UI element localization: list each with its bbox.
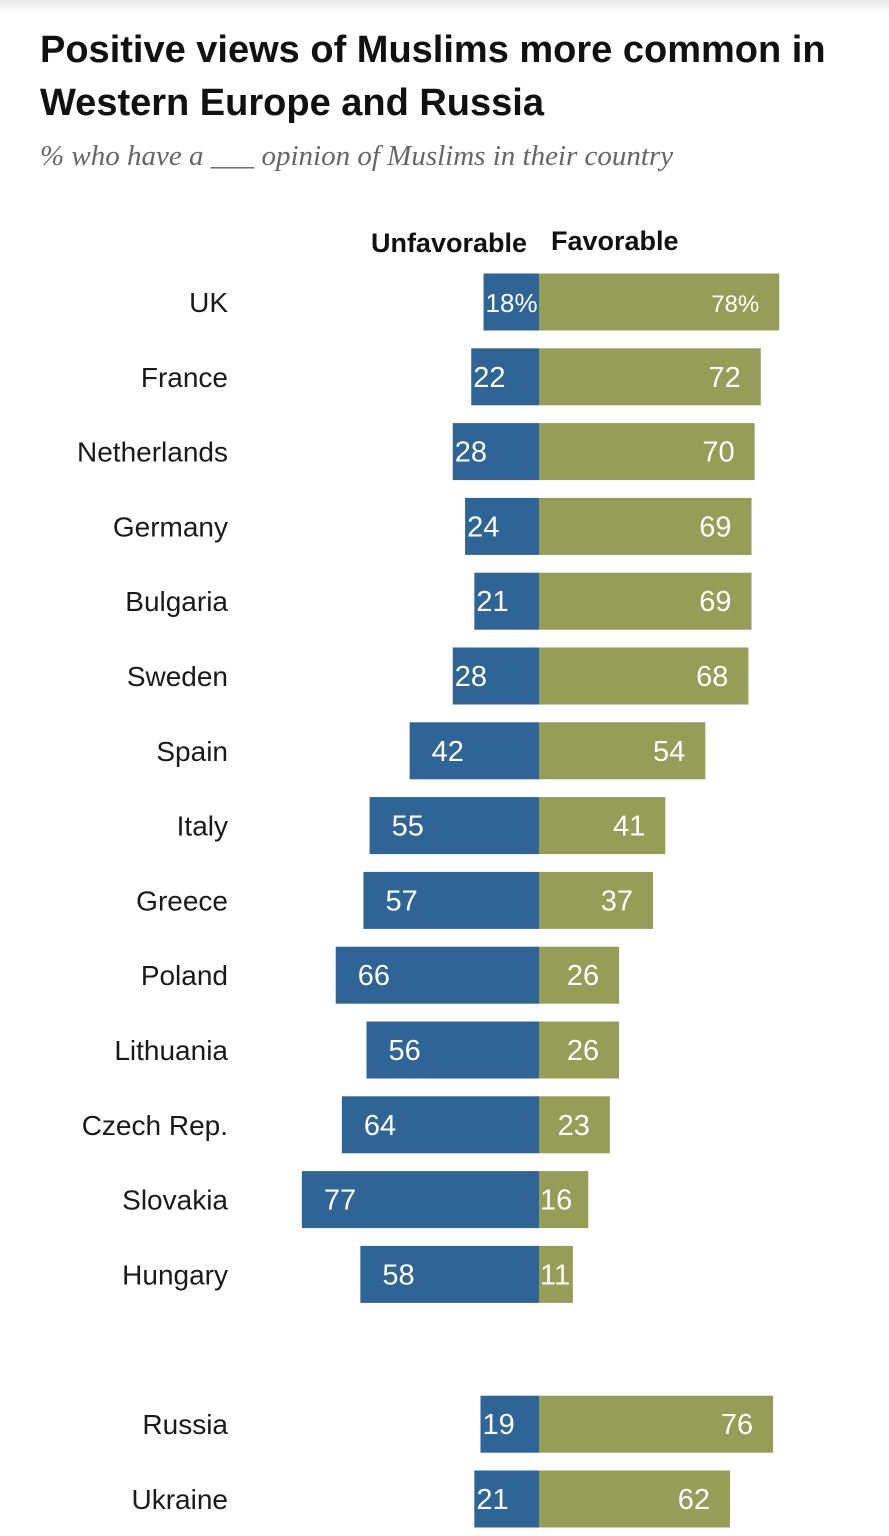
category-label-sweden: Sweden <box>127 661 228 692</box>
bar-unfavorable-netherlands <box>452 423 539 481</box>
bar-unfavorable-slovakia <box>301 1171 539 1229</box>
bar-unfavorable-italy <box>369 797 539 855</box>
value-label-unfavorable-netherlands: 28 <box>455 437 487 469</box>
category-label-uk: UK <box>189 287 228 318</box>
value-label-unfavorable-russia: 19 <box>482 1409 514 1441</box>
category-label-greece: Greece <box>136 885 228 916</box>
bar-unfavorable-uk <box>483 273 539 331</box>
value-label-unfavorable-spain: 42 <box>432 736 464 768</box>
value-label-unfavorable-bulgaria: 21 <box>476 586 508 618</box>
bar-favorable-hungary <box>539 1245 573 1303</box>
legend-unfavorable: Unfavorable <box>371 228 527 258</box>
legend-favorable: Favorable <box>551 226 679 256</box>
bar-favorable-germany <box>539 497 752 555</box>
value-label-favorable-spain: 54 <box>653 736 685 768</box>
category-label-spain: Spain <box>156 736 228 767</box>
category-label-czech-rep: Czech Rep. <box>82 1110 228 1141</box>
category-label-netherlands: Netherlands <box>77 437 228 468</box>
bar-favorable-netherlands <box>539 423 755 481</box>
bar-unfavorable-sweden <box>452 647 539 705</box>
value-label-favorable-hungary: 11 <box>540 1259 570 1291</box>
bar-unfavorable-hungary <box>360 1245 539 1303</box>
category-label-france: France <box>141 362 228 393</box>
value-label-unfavorable-france: 22 <box>473 362 505 394</box>
bar-favorable-czech-rep <box>539 1096 610 1154</box>
bar-favorable-france <box>539 348 761 406</box>
category-label-lithuania: Lithuania <box>114 1035 228 1066</box>
value-label-favorable-lithuania: 26 <box>567 1035 599 1067</box>
value-label-unfavorable-poland: 66 <box>358 960 390 992</box>
bar-unfavorable-czech-rep <box>341 1096 539 1154</box>
bar-favorable-italy <box>539 797 666 855</box>
category-label-hungary: Hungary <box>122 1259 228 1290</box>
value-label-favorable-sweden: 68 <box>696 661 728 693</box>
value-label-favorable-russia: 76 <box>721 1409 753 1441</box>
chart-subtitle: % who have a ___ opinion of Muslims in t… <box>40 140 674 172</box>
value-label-unfavorable-sweden: 28 <box>455 661 487 693</box>
category-label-poland: Poland <box>141 960 228 991</box>
value-label-favorable-ukraine: 62 <box>678 1484 710 1516</box>
bar-unfavorable-bulgaria <box>474 572 539 630</box>
bar-favorable-russia <box>539 1395 774 1453</box>
bar-unfavorable-greece <box>363 871 539 929</box>
value-label-favorable-france: 72 <box>708 362 740 394</box>
category-label-russia: Russia <box>142 1409 228 1440</box>
value-label-favorable-poland: 26 <box>567 960 599 992</box>
bar-unfavorable-ukraine <box>474 1470 539 1528</box>
bar-favorable-uk <box>539 273 780 331</box>
value-label-favorable-uk: 78% <box>711 291 759 318</box>
diverging-bar-chart: Unfavorable Favorable UK 18% 78% France 22 72 Ne… <box>77 226 780 1528</box>
value-label-unfavorable-germany: 24 <box>467 511 499 543</box>
value-label-favorable-netherlands: 70 <box>702 437 734 469</box>
value-label-unfavorable-greece: 57 <box>385 885 417 917</box>
bar-unfavorable-poland <box>335 946 539 1004</box>
chart-title: Positive views of Muslims more common in… <box>40 29 826 124</box>
bar-unfavorable-lithuania <box>366 1021 539 1079</box>
value-label-favorable-greece: 37 <box>601 885 633 917</box>
value-label-favorable-italy: 41 <box>613 811 645 843</box>
bar-favorable-poland <box>539 946 620 1004</box>
bar-favorable-lithuania <box>539 1021 620 1079</box>
bar-unfavorable-russia <box>480 1395 539 1453</box>
value-label-unfavorable-uk: 18% <box>486 288 538 318</box>
category-label-bulgaria: Bulgaria <box>125 586 228 617</box>
value-label-unfavorable-lithuania: 56 <box>389 1035 421 1067</box>
bar-unfavorable-france <box>471 348 539 406</box>
bar-favorable-spain <box>539 722 706 780</box>
value-label-unfavorable-czech-rep: 64 <box>364 1110 396 1142</box>
bar-unfavorable-spain <box>409 722 539 780</box>
bar-favorable-ukraine <box>539 1470 730 1528</box>
bar-favorable-bulgaria <box>539 572 752 630</box>
category-label-ukraine: Ukraine <box>132 1484 228 1515</box>
bar-favorable-greece <box>539 871 653 929</box>
category-label-italy: Italy <box>177 811 228 842</box>
value-label-unfavorable-ukraine: 21 <box>476 1484 508 1516</box>
category-label-germany: Germany <box>113 511 228 542</box>
value-label-favorable-germany: 69 <box>699 511 731 543</box>
value-label-favorable-slovakia: 16 <box>540 1185 572 1217</box>
value-label-unfavorable-hungary: 58 <box>382 1259 414 1291</box>
value-label-favorable-czech-rep: 23 <box>558 1110 590 1142</box>
value-label-favorable-bulgaria: 69 <box>699 586 731 618</box>
category-label-slovakia: Slovakia <box>122 1185 228 1216</box>
bar-favorable-sweden <box>539 647 749 705</box>
value-label-unfavorable-italy: 55 <box>392 811 424 843</box>
value-label-unfavorable-slovakia: 77 <box>324 1185 356 1217</box>
top-bar <box>0 0 889 14</box>
bar-favorable-slovakia <box>539 1171 589 1229</box>
bar-unfavorable-germany <box>465 497 539 555</box>
